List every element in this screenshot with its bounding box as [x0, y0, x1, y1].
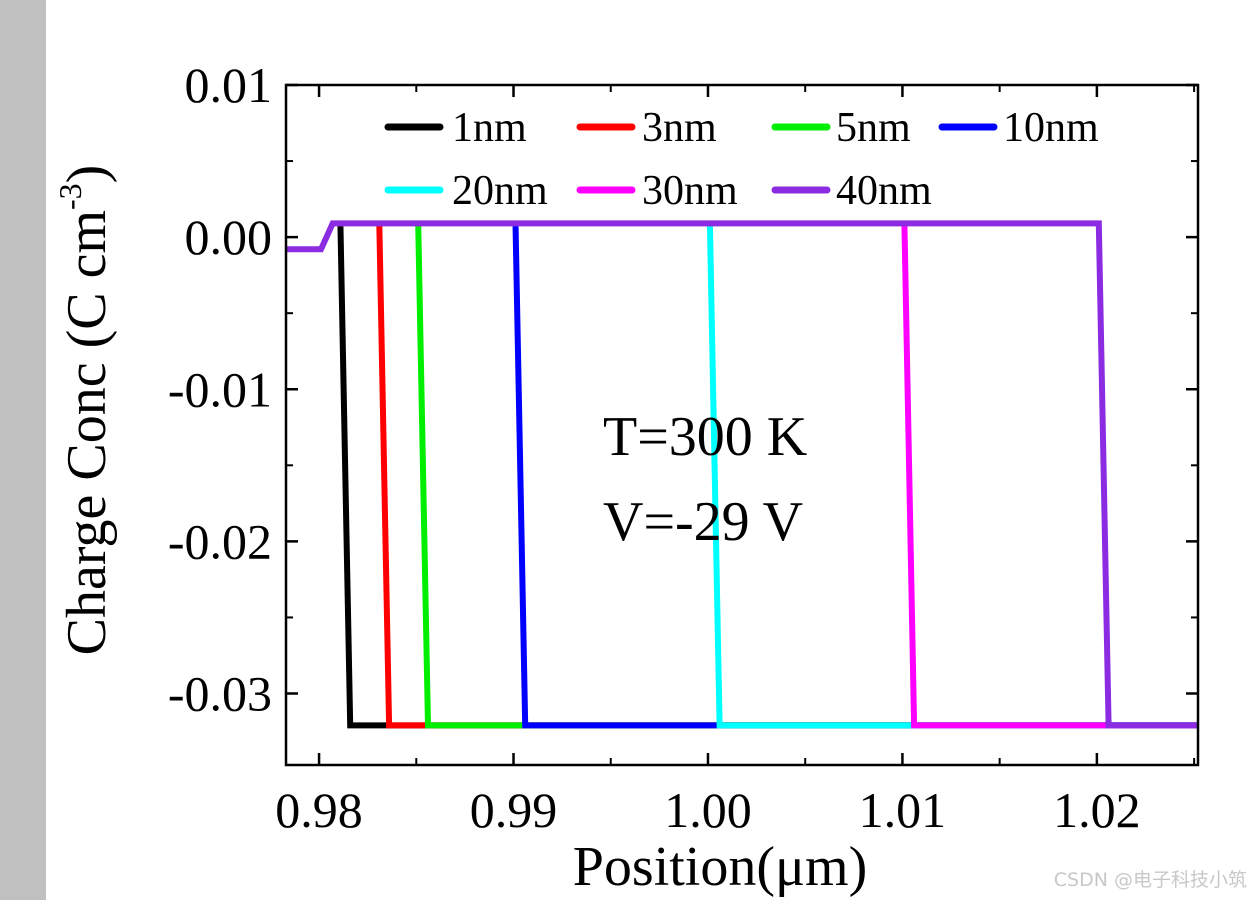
y-tick-label: -0.03 — [168, 666, 272, 722]
y-axis-title-close: ) — [56, 165, 118, 184]
x-tick-label: 0.98 — [275, 782, 363, 838]
series-line-40nm — [286, 220, 1198, 729]
y-tick-label: -0.02 — [168, 513, 272, 569]
y-axis-title-main: Charge Conc (C cm — [56, 210, 118, 655]
legend-label-5nm: 5nm — [836, 105, 911, 151]
plot-frame — [284, 83, 1200, 767]
x-tick-label: 1.02 — [1053, 782, 1141, 838]
series-line-5nm — [415, 223, 1198, 729]
tick-labels: 0.98 0.99 1.00 1.01 1.02 0.01 0.00 -0.01 -0.02 -0… — [168, 57, 1141, 838]
legend-label-3nm: 3nm — [642, 105, 717, 151]
legend-label-20nm: 20nm — [452, 168, 548, 214]
x-tick-label: 0.99 — [470, 782, 558, 838]
y-tick-label: 0.00 — [185, 209, 273, 265]
x-tick-label: 1.01 — [859, 782, 947, 838]
series-line-10nm — [512, 223, 1198, 729]
series-line-30nm — [901, 223, 1198, 729]
y-tick-label: 0.01 — [185, 57, 273, 113]
legend-label-30nm: 30nm — [642, 168, 738, 214]
watermark: CSDN @电子科技小筑 — [1053, 869, 1247, 891]
left-gray-bar — [0, 0, 46, 900]
legend: 1nm 3nm 5nm 10nm 20nm 30nm 40nm — [384, 105, 1099, 214]
y-axis-title: Charge Conc (C cm-3) — [52, 165, 118, 656]
annotation-voltage: V=-29 V — [603, 491, 803, 553]
y-axis-title-superscript: -3 — [52, 183, 88, 210]
x-tick-label: 1.00 — [664, 782, 752, 838]
series-line-3nm — [376, 223, 1198, 729]
legend-label-1nm: 1nm — [452, 105, 527, 151]
series-line-1nm — [337, 223, 1198, 729]
legend-label-10nm: 10nm — [1003, 105, 1099, 151]
y-tick-label: -0.01 — [168, 361, 272, 417]
annotation-temperature: T=300 K — [603, 406, 807, 468]
series-lines — [286, 220, 1198, 729]
x-axis-title: Position(μm) — [573, 836, 868, 898]
legend-label-40nm: 40nm — [836, 168, 932, 214]
series-line-20nm — [706, 223, 1198, 729]
